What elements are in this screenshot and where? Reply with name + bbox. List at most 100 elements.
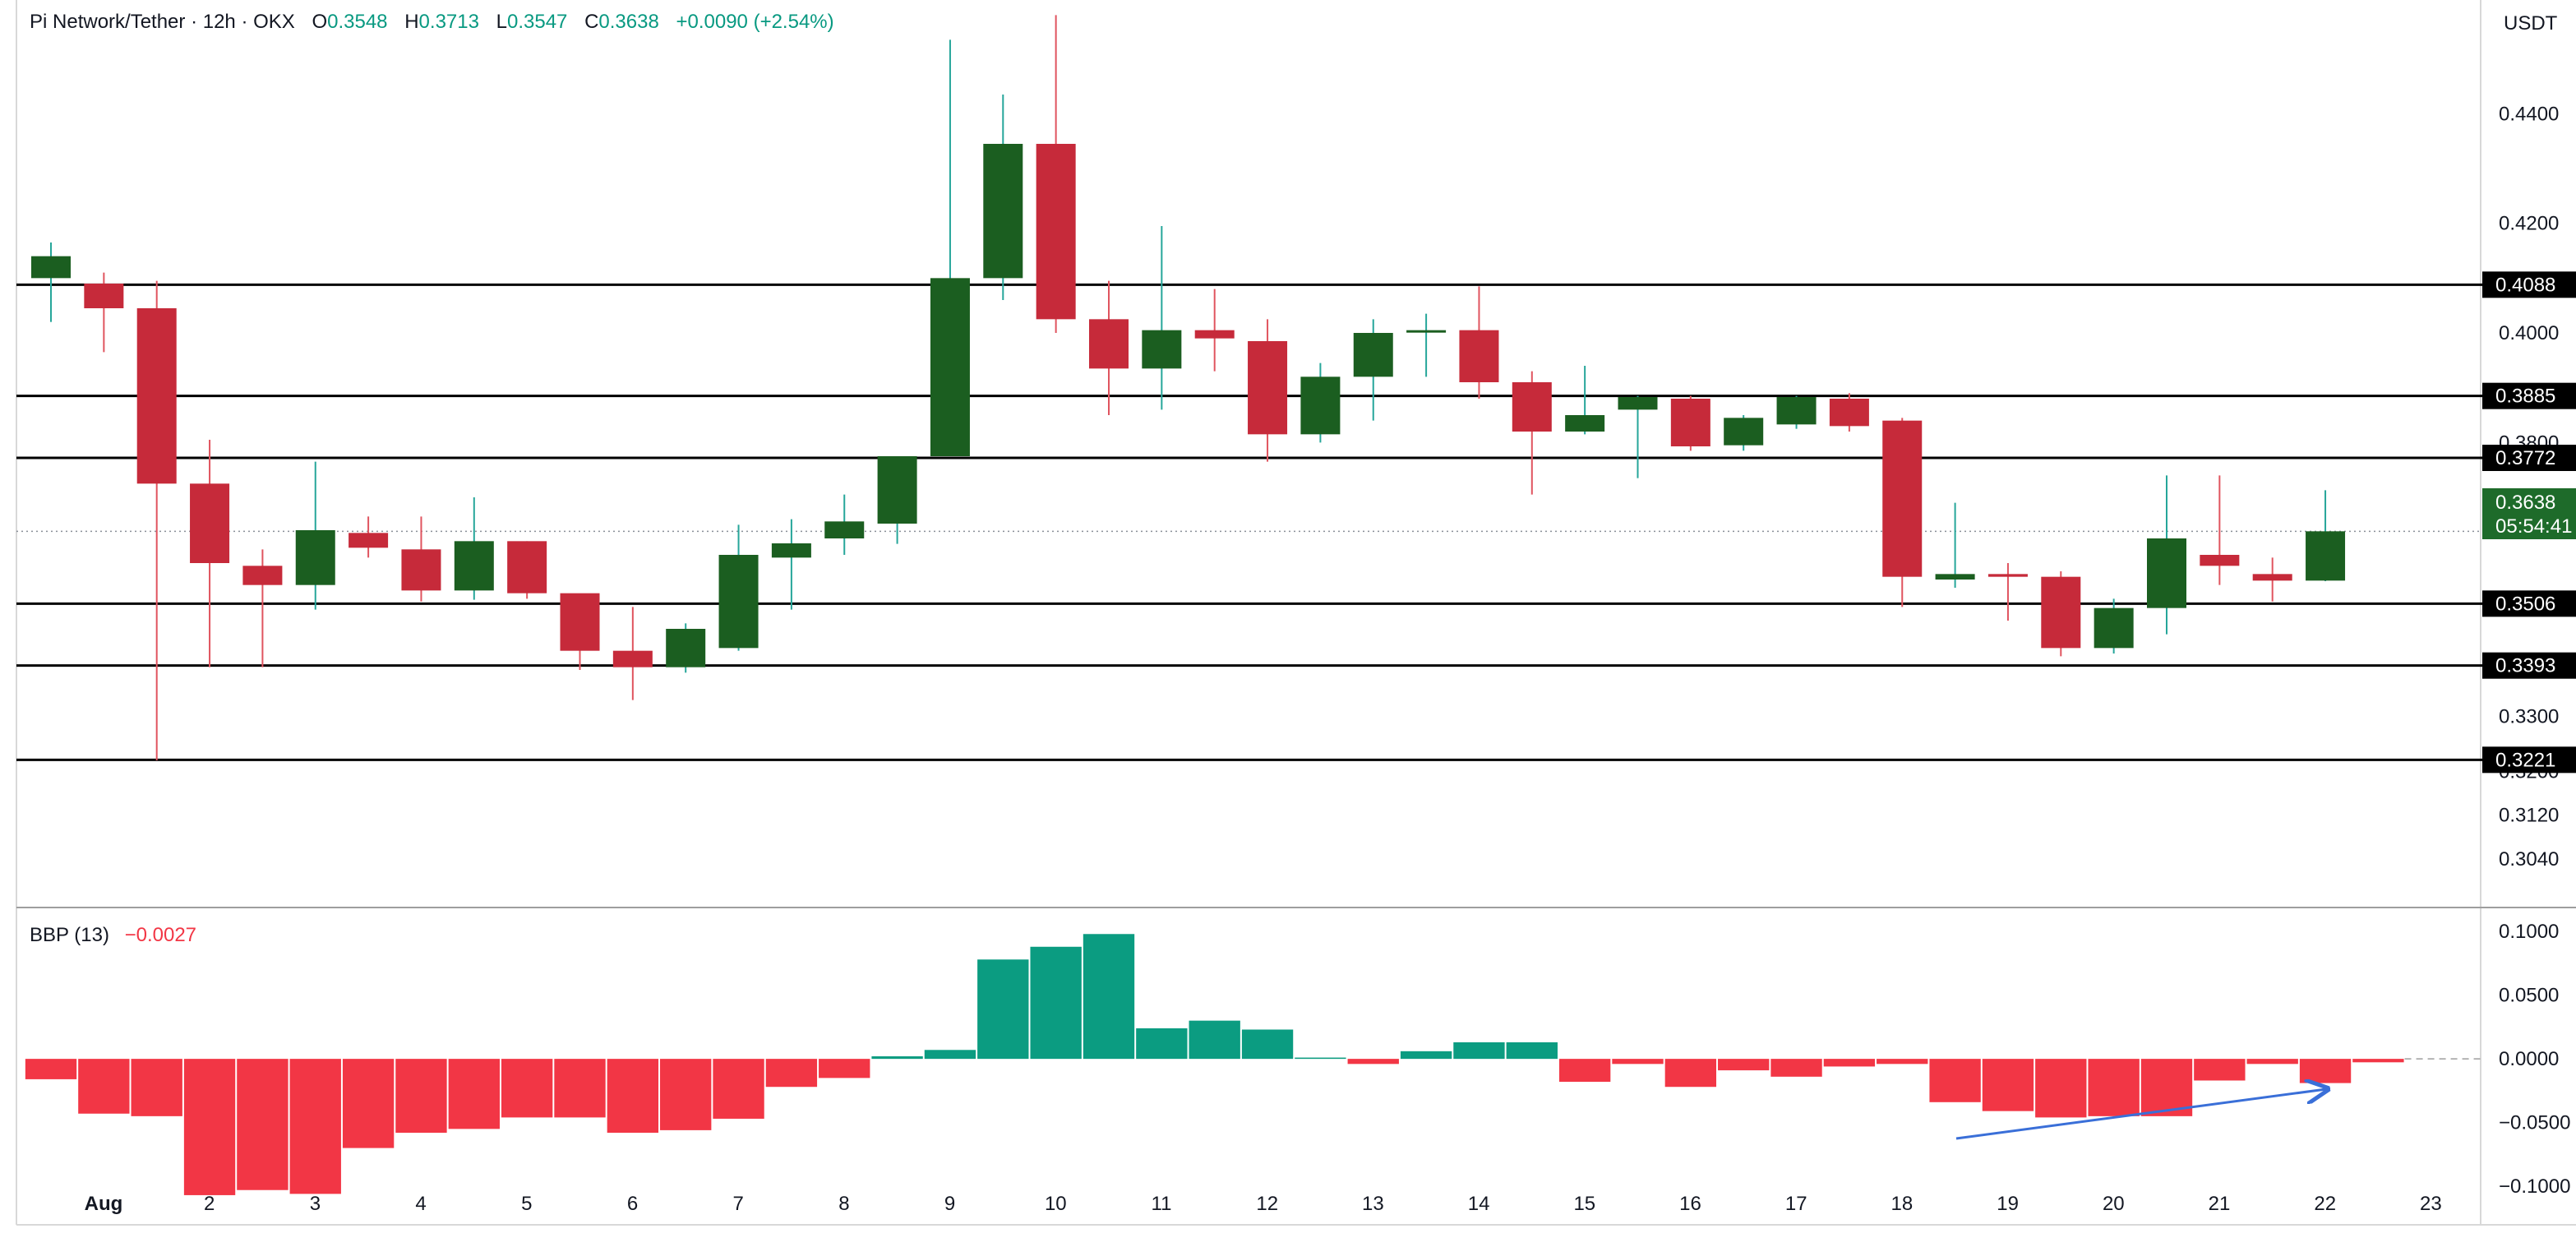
bbp-bar-negative [1982, 1059, 2034, 1111]
bbp-tick-label: 0.1000 [2499, 921, 2559, 943]
level-label: 0.3393 [2495, 655, 2555, 677]
candle-body-down [401, 549, 441, 591]
time-tick-label: 18 [1891, 1193, 1914, 1215]
open-value: 0.3548 [327, 11, 387, 33]
bbp-bar-positive [1030, 946, 1082, 1060]
candle-body-down [1248, 341, 1288, 435]
price-tick-label: 0.3120 [2499, 805, 2559, 827]
indicator-legend: BBP (13) −0.0027 [30, 924, 196, 946]
symbol-title: Pi Network/Tether · 12h · OKX [30, 11, 295, 33]
bar-countdown: 05:54:41 [2495, 515, 2572, 538]
candle-body-down [507, 541, 547, 593]
candle-body-up [1618, 397, 1658, 410]
level-label: 0.4088 [2495, 274, 2555, 296]
bbp-bar-negative [448, 1059, 500, 1129]
bbp-bar-negative [1612, 1059, 1664, 1065]
time-tick-label: Aug [85, 1193, 123, 1215]
time-tick-label: 22 [2314, 1193, 2336, 1215]
candle-body-up [666, 629, 706, 667]
time-tick-label: 12 [1256, 1193, 1278, 1215]
currency-label[interactable]: USDT [2504, 12, 2558, 35]
level-badge [2482, 590, 2576, 617]
candle-body-up [1300, 376, 1341, 435]
candle-body-down [136, 308, 177, 484]
candle-body-up [718, 555, 759, 649]
bbp-bar-positive [977, 959, 1029, 1060]
bbp-bar-negative [819, 1059, 870, 1078]
price-tick-label: 0.4400 [2499, 103, 2559, 125]
candle-body-up [2094, 607, 2134, 649]
bbp-bar-negative [2352, 1059, 2404, 1063]
bbp-bar-positive [871, 1056, 923, 1060]
candle-body-down [1882, 420, 1923, 577]
bbp-bar-negative [25, 1059, 77, 1079]
bbp-bar-negative [131, 1059, 182, 1116]
time-tick-label: 20 [2103, 1193, 2125, 1215]
candle-body-up [771, 543, 811, 558]
bbp-bar-negative [395, 1059, 447, 1133]
candle-body-up [31, 256, 71, 279]
candle-body-up [1406, 330, 1447, 333]
bbp-scale-ticks: 0.1000 0.0500 0.0000 −0.0500 −0.1000 [2499, 921, 2570, 1198]
time-tick-label: 21 [2209, 1193, 2231, 1215]
indicator-value: −0.0027 [125, 924, 196, 946]
candle-body-down [1829, 399, 1869, 427]
bbp-bar-negative [1664, 1059, 1717, 1088]
candle-body-up [1353, 333, 1393, 377]
candle-body-up [983, 144, 1023, 279]
time-tick-label: 15 [1573, 1193, 1595, 1215]
candle-body-up [1776, 397, 1817, 425]
bbp-bar-negative [501, 1059, 553, 1118]
bbp-bar-negative [1347, 1059, 1399, 1065]
high-label: H [404, 11, 418, 33]
bbp-bar-positive [1189, 1020, 1240, 1060]
bbp-bar-negative [2246, 1059, 2298, 1065]
candle-body-down [2041, 576, 2081, 649]
candle-body-down [349, 533, 389, 548]
time-tick-label: 16 [1679, 1193, 1701, 1215]
bbp-bar-positive [924, 1050, 976, 1060]
time-tick-label: 8 [838, 1193, 849, 1215]
candle-body-up [930, 278, 970, 456]
candle-body-up [1724, 418, 1764, 446]
candle-body-down [560, 593, 600, 651]
candle-body-down [1670, 399, 1710, 446]
bbp-bar-positive [1400, 1051, 1452, 1060]
bbp-bar-negative [78, 1059, 130, 1114]
candle-body-down [1987, 574, 2028, 577]
low-value: 0.3547 [507, 11, 567, 33]
bbp-bar-negative [2035, 1059, 2087, 1118]
price-tick-label: 0.4200 [2499, 213, 2559, 235]
candle-body-up [1565, 415, 1605, 432]
time-tick-label: 11 [1152, 1193, 1172, 1215]
bbp-bar-negative [289, 1059, 341, 1194]
time-tick-label: 3 [310, 1193, 321, 1215]
time-tick-label: 10 [1045, 1193, 1067, 1215]
level-label: 0.3772 [2495, 447, 2555, 469]
bbp-bar-positive [1241, 1029, 1294, 1060]
level-label: 0.3221 [2495, 749, 2555, 771]
legend-row: Pi Network/Tether · 12h · OKX O0.3548 H0… [30, 11, 834, 33]
change-value: +0.0090 (+2.54%) [676, 11, 833, 33]
candle-body-down [242, 566, 283, 585]
candle-body-down [1089, 319, 1129, 369]
level-label: 0.3885 [2495, 386, 2555, 408]
candle-body-down [84, 284, 124, 308]
bbp-bar-negative [2299, 1059, 2352, 1083]
bbp-bar-positive [1295, 1057, 1346, 1060]
time-axis-ticks: Aug 2 3 4 5 6 7 8 9 10 11 12 13 14 15 16 17 18 19 20 21 22 23 [85, 1193, 2442, 1215]
level-label: 0.3506 [2495, 593, 2555, 615]
low-label: L [496, 11, 507, 33]
candle-body-up [295, 530, 335, 585]
candle-body-down [190, 483, 230, 563]
close-label: C [584, 11, 598, 33]
bbp-bar-negative [342, 1059, 395, 1148]
bbp-bar-negative [713, 1059, 764, 1119]
bbp-bar-negative [607, 1059, 659, 1133]
candle-body-up [1142, 330, 1182, 369]
candle-body-down [2200, 555, 2240, 566]
candle-body-down [1459, 330, 1499, 382]
candlestick-series [31, 15, 2346, 760]
